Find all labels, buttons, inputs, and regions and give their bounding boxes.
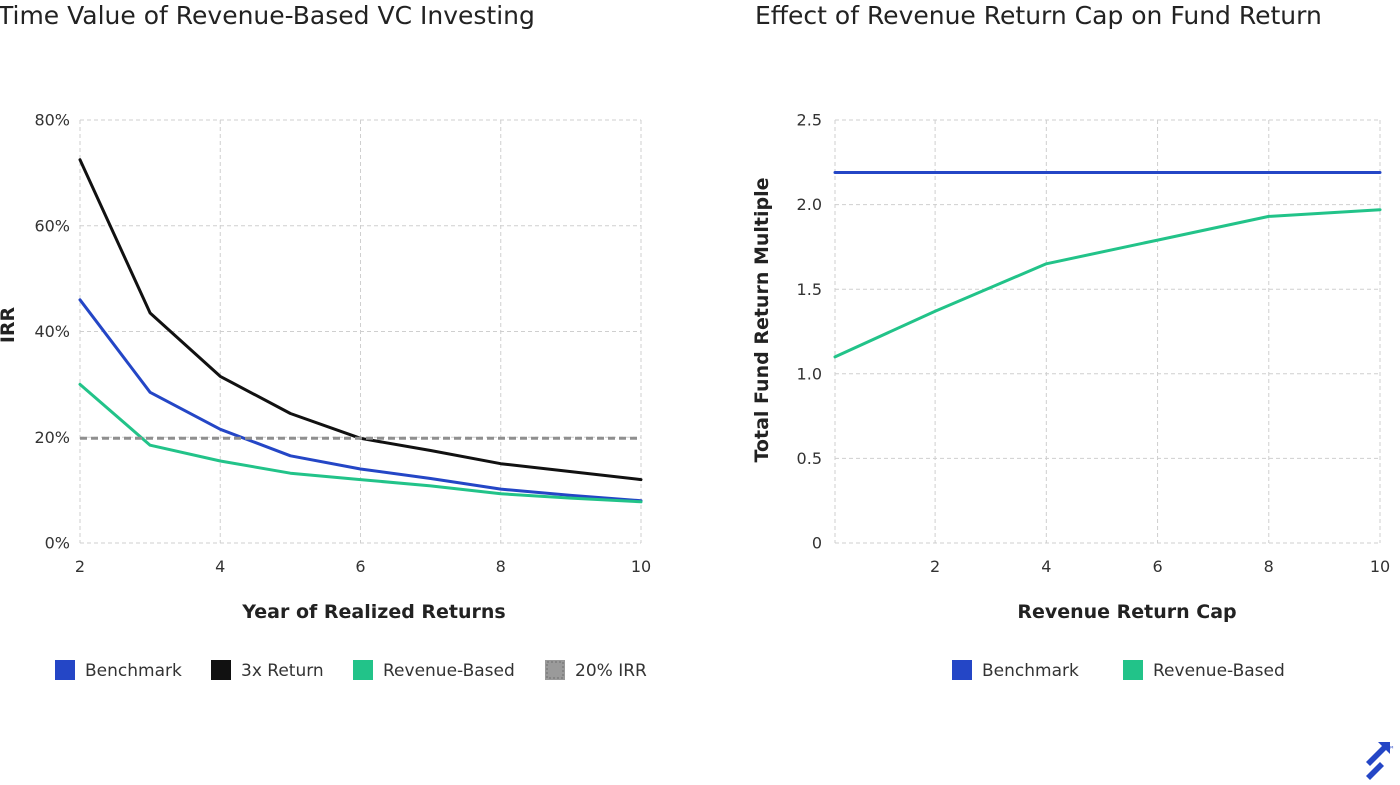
x-tick-label: 2 (75, 557, 85, 576)
fund-return-chart: Effect of Revenue Return Cap on Fund Ret… (751, 1, 1390, 681)
y-tick-label: 0% (45, 534, 70, 553)
legend: Benchmark 3x Return Revenue-Based 20% IRR (55, 660, 647, 681)
legend-swatch-pattern (546, 661, 564, 679)
x-tick-label: 2 (930, 557, 940, 576)
x-axis-ticks: 2 4 6 8 10 (75, 557, 651, 576)
series-line-benchmark (78, 298, 643, 503)
legend-item-revenue-based: Revenue-Based (353, 660, 515, 681)
x-tick-label: 8 (496, 557, 506, 576)
series-lines (833, 171, 1382, 359)
y-axis-ticks: 0% 20% 40% 60% 80% (34, 111, 70, 553)
legend-swatch (545, 660, 565, 680)
y-tick-label: 0.5 (797, 449, 822, 468)
brand-logo-icon: ™ (1366, 742, 1395, 780)
legend-item-revenue-based: Revenue-Based (1123, 660, 1285, 681)
legend-swatch (211, 660, 231, 680)
legend-label: 3x Return (241, 661, 324, 681)
x-tick-label: 8 (1264, 557, 1274, 576)
legend-label: Benchmark (982, 661, 1079, 681)
x-axis-ticks: 2 4 6 8 10 (930, 557, 1390, 576)
y-tick-label: 2.5 (797, 111, 822, 130)
y-axis-label: Total Fund Return Multiple (751, 178, 773, 463)
legend-label: Revenue-Based (1153, 661, 1285, 681)
legend: Benchmark Revenue-Based (952, 660, 1285, 681)
series-line-revenue-based (833, 208, 1382, 359)
x-tick-label: 4 (215, 557, 225, 576)
y-tick-label: 40% (34, 322, 70, 341)
legend-label: Revenue-Based (383, 661, 515, 681)
x-tick-label: 10 (1370, 557, 1390, 576)
legend-label: Benchmark (85, 661, 182, 681)
chart-title: Effect of Revenue Return Cap on Fund Ret… (755, 1, 1322, 30)
legend-swatch (55, 660, 75, 680)
grid (834, 119, 1381, 544)
legend-label: 20% IRR (575, 661, 647, 681)
series-line-revenue-based (78, 382, 643, 504)
x-axis-label: Revenue Return Cap (1017, 601, 1236, 623)
chart-title: Time Value of Revenue-Based VC Investing (0, 1, 535, 30)
y-tick-label: 1.5 (797, 280, 822, 299)
irr-chart: Time Value of Revenue-Based VC Investing… (0, 1, 651, 681)
y-tick-label: 80% (34, 111, 70, 130)
svg-text:™: ™ (1387, 745, 1395, 754)
y-tick-label: 60% (34, 216, 70, 235)
y-tick-label: 2.0 (797, 195, 822, 214)
legend-item-irr-20: 20% IRR (545, 660, 647, 681)
legend-swatch (952, 660, 972, 680)
x-tick-label: 6 (355, 557, 365, 576)
x-tick-label: 6 (1152, 557, 1162, 576)
legend-item-benchmark: Benchmark (952, 660, 1079, 681)
y-tick-label: 20% (34, 428, 70, 447)
legend-swatch (353, 660, 373, 680)
y-axis-ticks: 0 0.5 1.0 1.5 2.0 2.5 (797, 111, 822, 553)
y-axis-label: IRR (0, 306, 19, 343)
legend-swatch (1123, 660, 1143, 680)
legend-item-three-x: 3x Return (211, 660, 324, 681)
legend-item-benchmark: Benchmark (55, 660, 182, 681)
y-tick-label: 1.0 (797, 364, 822, 383)
series-lines (78, 158, 643, 504)
x-tick-label: 10 (631, 557, 651, 576)
y-tick-label: 0 (812, 534, 822, 553)
x-tick-label: 4 (1041, 557, 1051, 576)
x-axis-label: Year of Realized Returns (241, 601, 506, 623)
